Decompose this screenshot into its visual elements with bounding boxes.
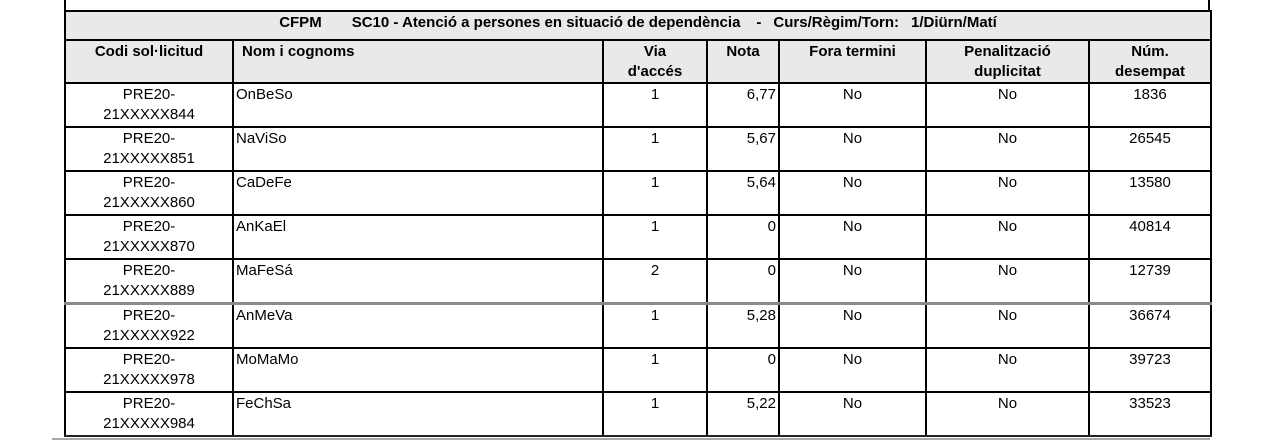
table-row: PRE20- 21XXXXX889 MaFeSá 2 0 No No 12739	[64, 258, 1213, 305]
fora-termini-cell: No	[778, 258, 927, 305]
codi-cell: PRE20- 21XXXXX844	[64, 82, 234, 128]
codi-cell: PRE20- 21XXXXX978	[64, 347, 234, 393]
column-header-nota: Nota	[706, 39, 780, 84]
admissions-results-table: CFPM SC10 - Atenció a persones en situaci…	[63, 10, 1213, 437]
codi-cell: PRE20- 21XXXXX870	[64, 214, 234, 260]
header-row: Codi sol·licitud Nom i cognoms Via d'accés N…	[64, 39, 1213, 84]
nom-cell: MaFeSá	[232, 258, 604, 305]
desempat-cell: 12739	[1087, 258, 1213, 305]
nom-cell: AnMeVa	[232, 302, 604, 349]
desempat-cell: 26545	[1087, 126, 1213, 172]
fora-termini-cell: No	[778, 126, 927, 172]
penalitzacio-cell: No	[925, 391, 1090, 437]
via-cell: 1	[602, 214, 708, 260]
penalitzacio-cell: No	[925, 82, 1090, 128]
fora-termini-cell: No	[778, 214, 927, 260]
nota-cell: 0	[706, 214, 780, 260]
column-header-fora: Fora termini	[778, 39, 927, 84]
penalitzacio-cell: No	[925, 170, 1090, 216]
nota-cell: 0	[706, 347, 780, 393]
table-row: PRE20- 21XXXXX870 AnKaEl 1 0 No No 40814	[64, 214, 1213, 260]
regim-label: Curs/Règim/Torn:	[773, 14, 899, 31]
nota-cell: 5,64	[706, 170, 780, 216]
penalitzacio-cell: No	[925, 258, 1090, 305]
frame-right-border	[1208, 0, 1210, 12]
table-row: PRE20- 21XXXXX851 NaViSo 1 5,67 No No 26545	[64, 126, 1213, 172]
nota-cell: 5,28	[706, 302, 780, 349]
penalitzacio-cell: No	[925, 302, 1090, 349]
table-row: PRE20- 21XXXXX984 FeChSa 1 5,22 No No 33523	[64, 391, 1213, 437]
desempat-cell: 36674	[1087, 302, 1213, 349]
codi-cell: PRE20- 21XXXXX889	[64, 258, 234, 305]
nota-cell: 5,67	[706, 126, 780, 172]
frame-left-border	[64, 0, 66, 12]
via-cell: 1	[602, 302, 708, 349]
codi-cell: PRE20- 21XXXXX984	[64, 391, 234, 437]
nom-cell: OnBeSo	[232, 82, 604, 128]
table-row: PRE20- 21XXXXX978 MoMaMo 1 0 No No 39723	[64, 347, 1213, 393]
fora-termini-cell: No	[778, 347, 927, 393]
course-name: SC10 - Atenció a persones en situació de…	[351, 14, 741, 31]
regim-value: 1/Diürn/Matí	[910, 14, 997, 31]
column-header-codi: Codi sol·licitud	[64, 39, 234, 84]
via-cell: 1	[602, 347, 708, 393]
nom-cell: CaDeFe	[232, 170, 604, 216]
table-title: CFPM SC10 - Atenció a persones en situaci…	[63, 10, 1213, 41]
column-header-pen: Penalització duplicitat	[925, 39, 1090, 84]
via-cell: 2	[602, 258, 708, 305]
nom-cell: FeChSa	[232, 391, 604, 437]
fora-termini-cell: No	[778, 302, 927, 349]
nota-cell: 5,22	[706, 391, 780, 437]
column-header-num: Núm. desempat	[1087, 39, 1213, 84]
desempat-cell: 1836	[1087, 82, 1213, 128]
codi-cell: PRE20- 21XXXXX860	[64, 170, 234, 216]
table-row: PRE20- 21XXXXX844 OnBeSo 1 6,77 No No 1836	[64, 82, 1213, 128]
via-cell: 1	[602, 126, 708, 172]
title-separator: -	[756, 14, 762, 31]
via-cell: 1	[602, 170, 708, 216]
nota-cell: 6,77	[706, 82, 780, 128]
nota-cell: 0	[706, 258, 780, 305]
penalitzacio-cell: No	[925, 347, 1090, 393]
table-row: PRE20- 21XXXXX922 AnMeVa 1 5,28 No No 36674	[64, 302, 1213, 349]
desempat-cell: 40814	[1087, 214, 1213, 260]
via-cell: 1	[602, 391, 708, 437]
column-header-nom: Nom i cognoms	[232, 39, 604, 84]
nom-cell: AnKaEl	[232, 214, 604, 260]
table-row: PRE20- 21XXXXX860 CaDeFe 1 5,64 No No 13580	[64, 170, 1213, 216]
penalitzacio-cell: No	[925, 214, 1090, 260]
nom-cell: MoMaMo	[232, 347, 604, 393]
via-cell: 1	[602, 82, 708, 128]
title-row: CFPM SC10 - Atenció a persones en situaci…	[63, 10, 1213, 41]
fora-termini-cell: No	[778, 391, 927, 437]
column-header-via: Via d'accés	[602, 39, 708, 84]
desempat-cell: 39723	[1087, 347, 1213, 393]
desempat-cell: 13580	[1087, 170, 1213, 216]
page-bottom-rule	[52, 438, 1210, 440]
fora-termini-cell: No	[778, 82, 927, 128]
fora-termini-cell: No	[778, 170, 927, 216]
penalitzacio-cell: No	[925, 126, 1090, 172]
codi-cell: PRE20- 21XXXXX851	[64, 126, 234, 172]
desempat-cell: 33523	[1087, 391, 1213, 437]
table-body: PRE20- 21XXXXX844 OnBeSo 1 6,77 No No 1836 PRE20…	[64, 82, 1213, 437]
codi-cell: PRE20- 21XXXXX922	[64, 302, 234, 349]
nom-cell: NaViSo	[232, 126, 604, 172]
program-code: CFPM	[279, 14, 322, 31]
